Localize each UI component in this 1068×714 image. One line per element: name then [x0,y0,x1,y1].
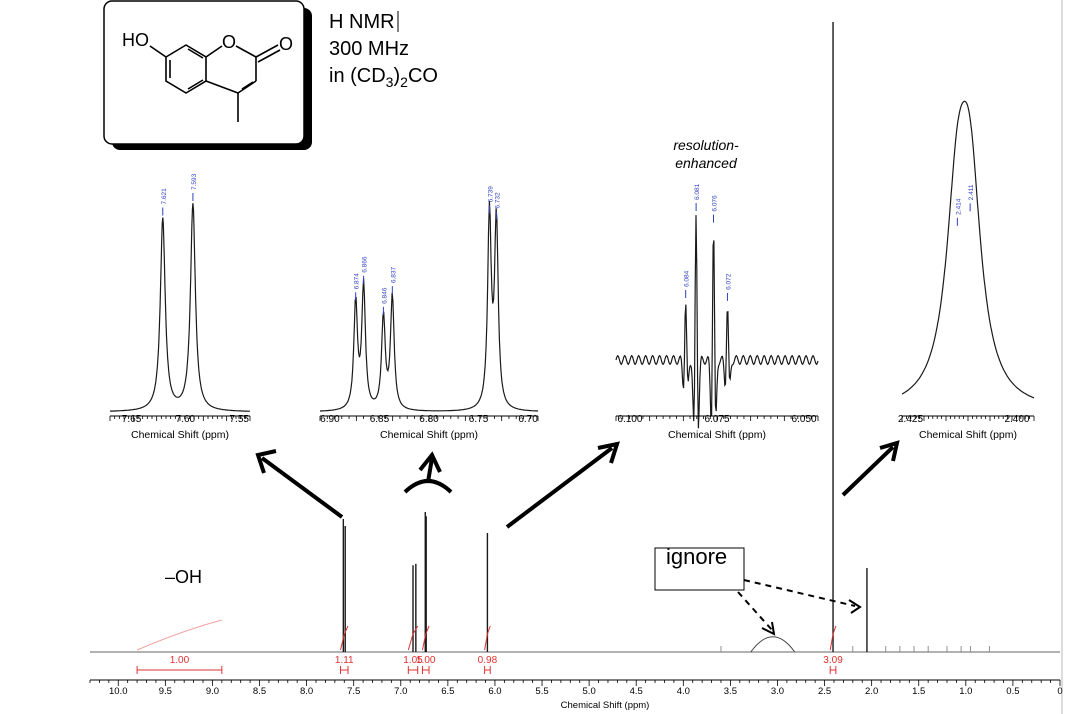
inset-tick-label: 6.85 [370,414,390,425]
inset-tick-label: 2.400 [1004,414,1029,425]
inset-tick-label: 6.75 [469,414,489,425]
experiment-line1: H NMR [329,11,395,33]
inset-x-label: Chemical Shift (ppm) [668,429,766,441]
inset-tick-label: 6.70 [518,414,538,425]
inset-6-08-ppm: 6.100 6.075 6.050 Chemical Shift (ppm) 6.084… [615,183,819,441]
integral-curve [340,625,349,651]
integral-curve [421,625,430,651]
main-tick-label: 3.5 [724,686,737,697]
integral-curve [484,625,491,651]
resolution-label-line1: resolution- [673,137,739,153]
inset-trace [110,203,250,412]
carbonyl-oxygen-label: O [279,34,293,54]
inset-tick-label: 2.425 [898,414,923,425]
main-tick-label: 6.0 [488,686,501,697]
peak-label: 6.739 [487,186,494,203]
main-tick-label: 2.0 [865,686,878,697]
ignore-label: ignore [666,544,727,569]
main-tick-label: 3.0 [771,686,784,697]
experiment-line2: 300 MHz [329,38,409,60]
ho-label: HO [122,30,149,50]
structure-panel: HO O O [103,0,312,150]
main-tick-label: 5.0 [583,686,596,697]
main-tick-label: 0 [1057,686,1062,697]
main-tick-label: 8.5 [253,686,266,697]
integral-label: 3.09 [823,655,843,666]
peak-label: 6.837 [390,266,397,283]
inset-6-8-ppm: 6.90 6.85 6.80 6.75 6.70 Chemical Shift (ppm)… [319,186,539,441]
experiment-line3: in (CD3)2CO [329,65,438,90]
inset-tick-label: 7.55 [229,414,249,425]
callout-arrows [255,440,900,529]
inset-trace [901,100,1035,399]
peak-label: 6.732 [494,192,501,209]
main-tick-label: 6.5 [441,686,454,697]
oh-label: –OH [165,567,202,587]
main-tick-label: 4.5 [630,686,643,697]
peak-label: 6.846 [381,287,388,304]
inset-trace [615,215,819,429]
arrow-to-inset-6-8 [426,457,434,483]
integral-label: 1.00 [416,655,436,666]
inset-tick-label: 6.075 [704,414,729,425]
main-x-label: Chemical Shift (ppm) [561,700,650,711]
inset-tick-label: 6.90 [320,414,340,425]
peak-label: 6.072 [725,273,732,290]
main-tick-label: 7.0 [394,686,407,697]
integral-label: 1.11 [335,655,354,666]
main-tick-label: 5.5 [535,686,548,697]
arrow-to-inset-7-6 [260,456,344,519]
coumarin-structure [149,44,281,122]
inset-tick-label: 6.80 [419,414,439,425]
resolution-label-line2: enhanced [675,155,738,171]
main-tick-label: 1.0 [959,686,972,697]
ring-oxygen-label: O [222,32,236,52]
main-tick-label: 8.0 [300,686,313,697]
inset-trace [320,200,538,412]
ignore-annotation: ignore [654,544,862,636]
arrow-to-inset-2-41 [841,445,895,497]
peak-label: 7.621 [161,188,168,205]
main-tick-label: 7.5 [347,686,360,697]
main-tick-label: 9.5 [159,686,172,697]
peak-label: 6.076 [712,195,719,212]
inset-tick-label: 7.65 [122,414,142,425]
peak-label: 6.874 [354,273,361,290]
peak-label: 2.414 [955,198,962,215]
integral-label: 1.00 [170,655,190,666]
integral-curve [829,625,837,651]
peak-label: 6.084 [684,270,691,287]
experiment-info: H NMR 300 MHz in (CD3)2CO [329,11,438,90]
oh-broad-integral-curve [136,619,222,651]
main-tick-label: 0.5 [1006,686,1019,697]
inset-tick-label: 7.60 [176,414,196,425]
inset-tick-label: 6.100 [617,414,642,425]
peak-label: 7.593 [191,173,198,190]
inset-x-label: Chemical Shift (ppm) [380,429,478,441]
inset-x-label: Chemical Shift (ppm) [919,429,1017,441]
arrow-to-inset-6-08 [505,446,614,529]
main-tick-label: 1.5 [912,686,925,697]
main-peak [750,636,796,653]
integral-curve [407,625,419,651]
inset-x-label: Chemical Shift (ppm) [131,429,229,441]
inset-tick-label: 6.050 [792,414,817,425]
main-tick-label: 10.0 [109,686,128,697]
peak-label: 6.081 [694,183,701,200]
brace-6-8 [403,479,453,494]
peak-label: 6.866 [362,256,369,273]
main-tick-label: 4.0 [677,686,690,697]
main-tick-label: 2.5 [818,686,831,697]
integral-label: 1.05 [403,655,423,666]
inset-2-41-ppm: 2.425 2.400 Chemical Shift (ppm) 2.414 2.411 [898,100,1035,441]
main-tick-label: 9.0 [206,686,219,697]
integral-label: 0.98 [478,655,498,666]
peak-label: 2.411 [968,184,975,200]
